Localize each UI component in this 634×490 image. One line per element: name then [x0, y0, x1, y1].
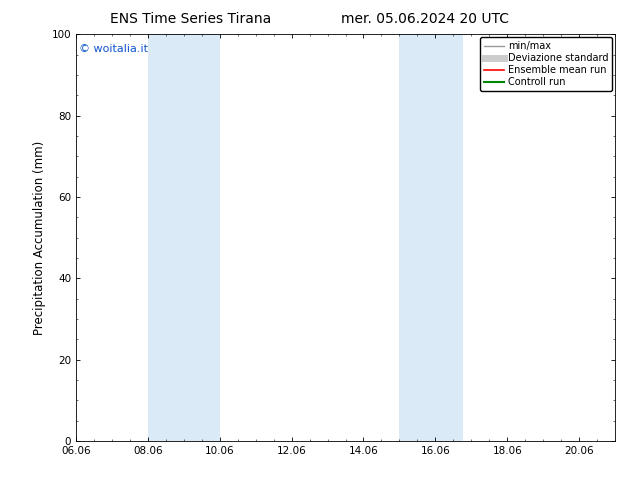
- Y-axis label: Precipitation Accumulation (mm): Precipitation Accumulation (mm): [33, 141, 46, 335]
- Bar: [148, 34, 220, 441]
- Bar: [399, 34, 463, 441]
- Text: mer. 05.06.2024 20 UTC: mer. 05.06.2024 20 UTC: [341, 12, 508, 26]
- Text: © woitalia.it: © woitalia.it: [79, 45, 148, 54]
- Text: ENS Time Series Tirana: ENS Time Series Tirana: [110, 12, 271, 26]
- Legend: min/max, Deviazione standard, Ensemble mean run, Controll run: min/max, Deviazione standard, Ensemble m…: [481, 37, 612, 91]
